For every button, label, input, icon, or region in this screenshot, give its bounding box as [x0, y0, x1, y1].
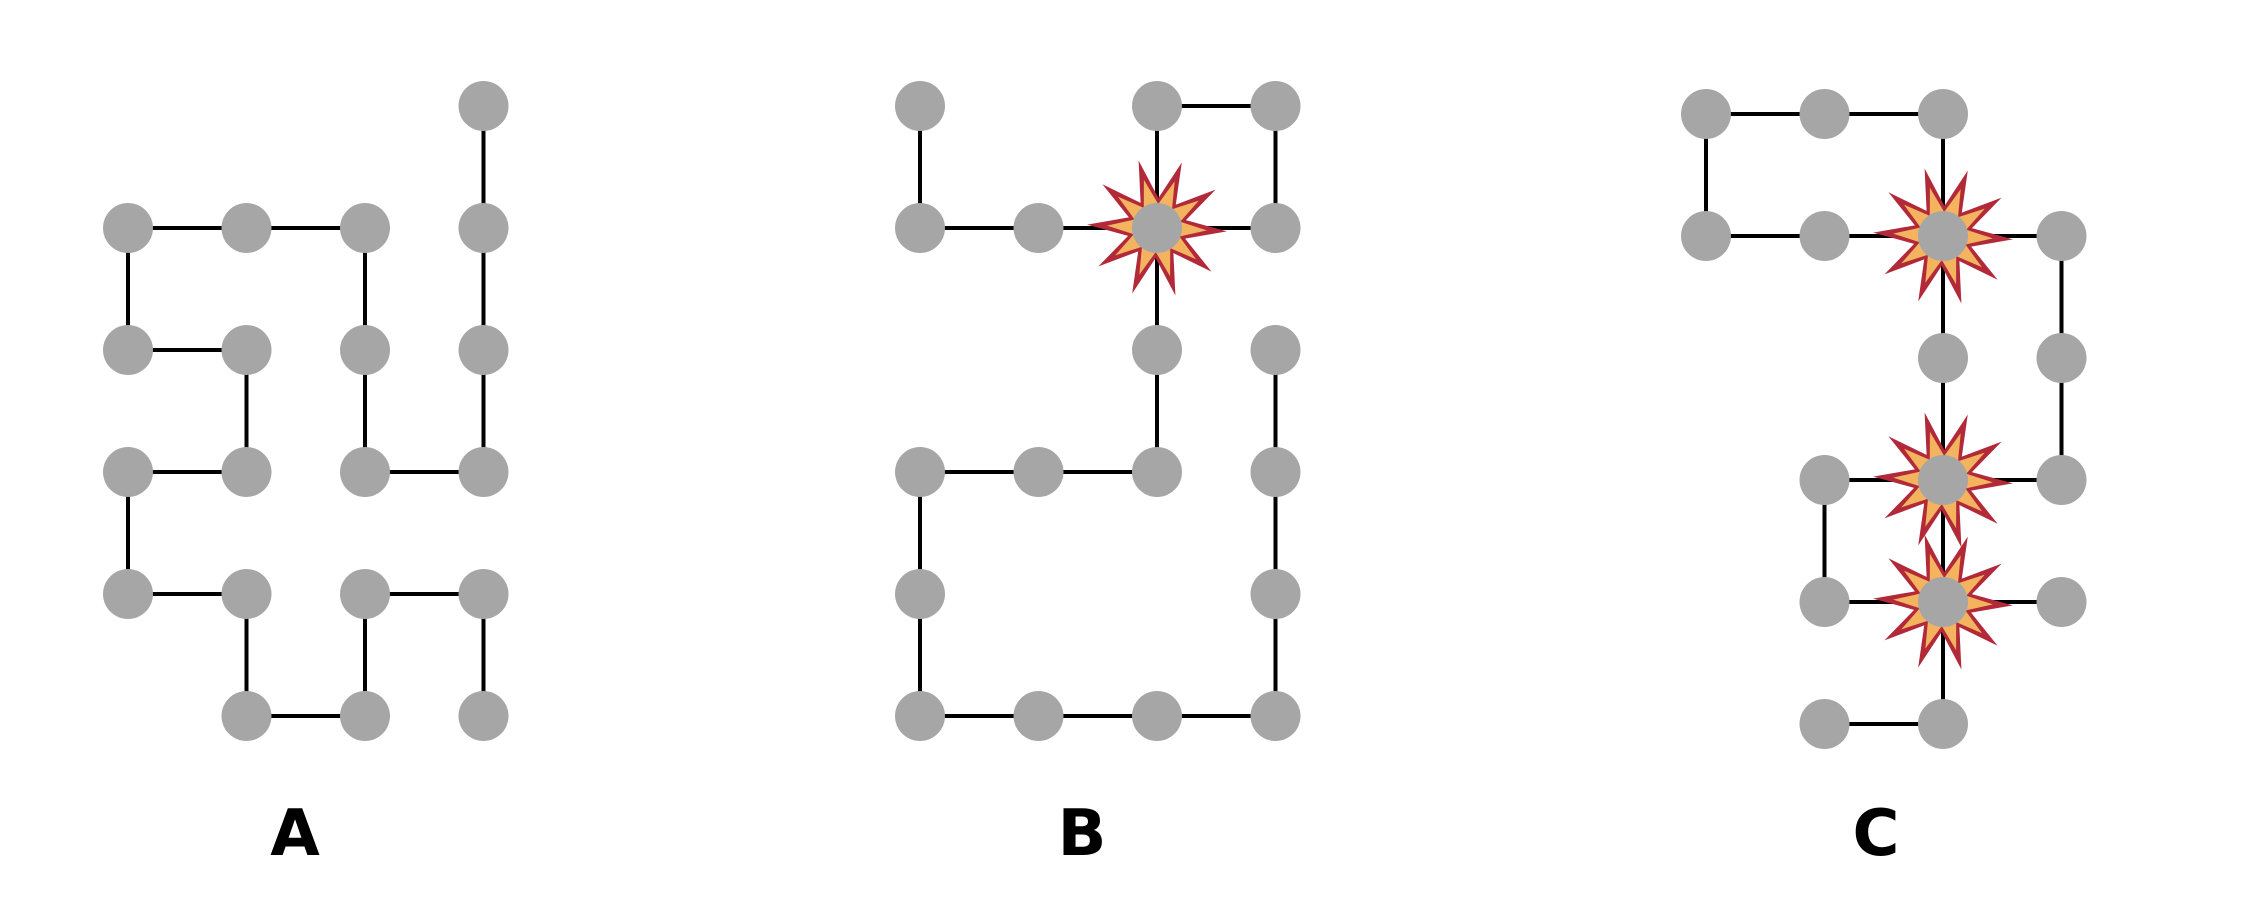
node	[1250, 203, 1301, 253]
node	[458, 447, 509, 497]
node	[1799, 699, 1850, 749]
node	[340, 203, 390, 253]
node	[221, 325, 272, 375]
node	[1681, 211, 1731, 261]
node	[1250, 691, 1301, 741]
node	[2036, 211, 2087, 261]
node	[340, 325, 390, 375]
node	[1250, 325, 1301, 375]
node	[1799, 455, 1850, 505]
label-b: B	[1057, 797, 1107, 871]
label-a: A	[270, 797, 320, 871]
node	[1799, 211, 1850, 261]
node	[1250, 569, 1301, 619]
node	[340, 691, 390, 741]
node	[2036, 455, 2087, 505]
node	[895, 691, 945, 741]
node	[895, 81, 945, 131]
node	[103, 325, 153, 375]
node	[458, 81, 509, 131]
node	[1918, 577, 1968, 627]
node	[1918, 89, 1968, 139]
node	[895, 447, 945, 497]
node	[103, 447, 153, 497]
node	[340, 569, 390, 619]
diagram-b	[895, 81, 1301, 741]
node	[458, 569, 509, 619]
label-c: C	[1852, 797, 1900, 871]
node	[1013, 691, 1064, 741]
node	[103, 203, 153, 253]
node	[221, 569, 272, 619]
node	[103, 569, 153, 619]
node	[1013, 447, 1064, 497]
node	[1132, 203, 1182, 253]
node	[1918, 699, 1968, 749]
node	[340, 447, 390, 497]
node	[895, 203, 945, 253]
node	[1013, 203, 1064, 253]
node	[1132, 325, 1182, 375]
node	[221, 691, 272, 741]
node	[895, 569, 945, 619]
node	[1132, 691, 1182, 741]
node	[1799, 577, 1850, 627]
node	[1918, 333, 1968, 383]
node	[1918, 211, 1968, 261]
node	[458, 203, 509, 253]
node	[221, 447, 272, 497]
node	[2036, 577, 2087, 627]
node	[458, 325, 509, 375]
node	[1132, 447, 1182, 497]
node	[2036, 333, 2087, 383]
node	[1132, 81, 1182, 131]
diagram-c	[1681, 89, 2087, 749]
node	[1918, 455, 1968, 505]
node	[1799, 89, 1850, 139]
node	[1681, 89, 1731, 139]
node	[1250, 81, 1301, 131]
diagram-a	[103, 81, 509, 741]
node	[1250, 447, 1301, 497]
node	[221, 203, 272, 253]
node	[458, 691, 509, 741]
